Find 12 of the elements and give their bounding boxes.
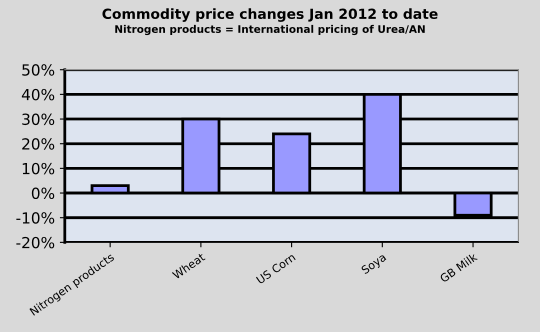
- chart-subtitle: Nitrogen products = International pricing of Urea/AN: [115, 24, 425, 36]
- chart-title: Commodity price changes Jan 2012 to date: [102, 8, 438, 22]
- y-tick-label: -10%: [16, 212, 54, 224]
- y-tick-label: 50%: [22, 64, 54, 76]
- y-tick-label: 10%: [22, 162, 54, 174]
- y-tick-label: 20%: [22, 138, 54, 150]
- y-tick-label: -20%: [16, 236, 54, 248]
- y-tick-label: 0%: [32, 188, 54, 200]
- x-tick-label: GB Milk: [439, 252, 478, 283]
- x-tick-label: US Corn: [256, 252, 296, 284]
- y-tick-label: 30%: [22, 114, 54, 126]
- y-tick-label: 40%: [22, 88, 54, 100]
